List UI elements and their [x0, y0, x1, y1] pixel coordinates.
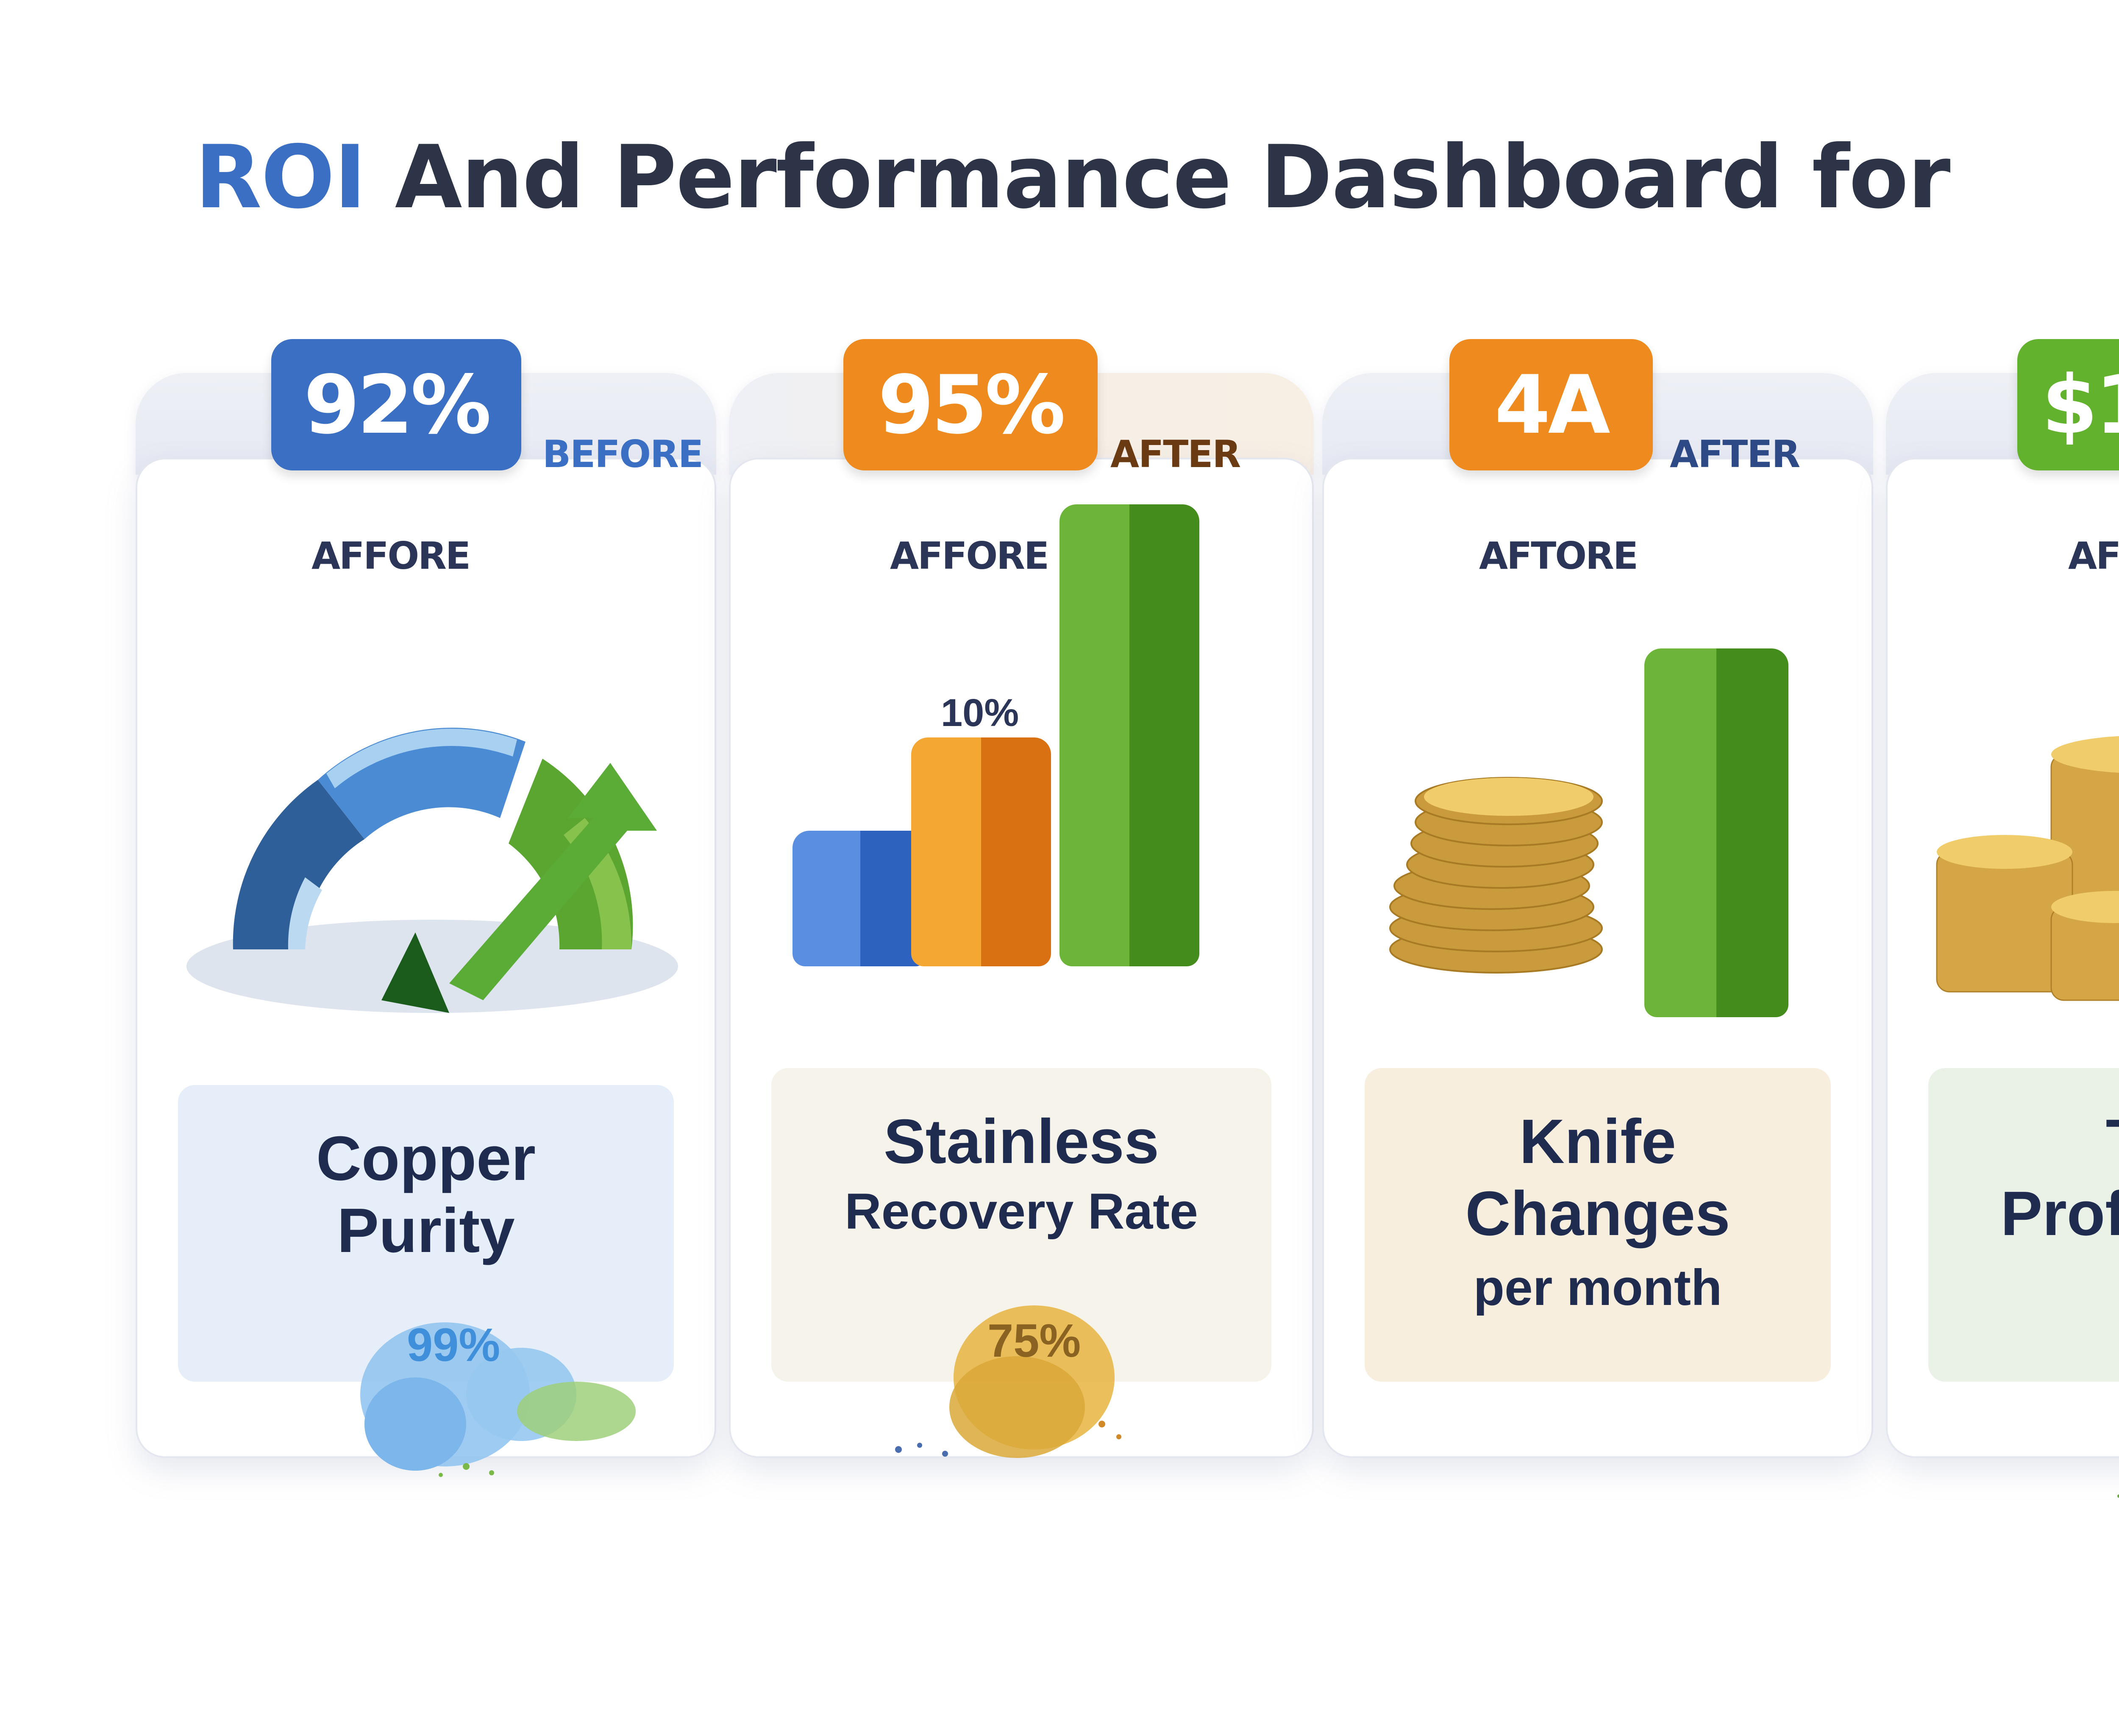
- blob-value: 99%: [407, 1319, 501, 1371]
- kpi-card-total-profit: $120 ASED AFFORE Total Profit pePer $: [1886, 339, 2119, 1498]
- panel-line-2: Recovery Rate: [845, 1183, 1198, 1240]
- gauge-icon: [186, 728, 678, 1013]
- kpi-badge: 95%: [843, 339, 1098, 470]
- kpi-card-stainless-recovery: 95% AFTER AFFORE 10% Stainless Recovery …: [729, 339, 1314, 1458]
- kpi-sub-label: AFFORE: [311, 534, 471, 578]
- kpi-sub-label: AFFORE: [2068, 534, 2119, 578]
- money-bag-icon: [2117, 1494, 2119, 1498]
- kpi-label-panel: Knife Changes per month: [1365, 1068, 1831, 1382]
- panel-line-2: Purity: [337, 1196, 515, 1266]
- kpi-label-panel: Total Profit pePer: [1928, 1068, 2119, 1382]
- bar-green: [1644, 648, 1788, 1017]
- title-rest: And Performance Dashboard for: [395, 127, 1951, 228]
- bar-orange: [911, 737, 1051, 966]
- panel-line-1: Copper: [316, 1124, 536, 1194]
- panel-line-2: Profit pePer: [2000, 1179, 2119, 1249]
- kpi-sub-label: AFFORE: [890, 534, 1049, 578]
- bar-green: [1060, 504, 1199, 966]
- gold-flakes-icon: [895, 1305, 1121, 1458]
- blob-value: 75%: [987, 1315, 1081, 1367]
- kpi-badge: 92%: [271, 339, 521, 470]
- bar-chart-icon: 10%: [780, 504, 1246, 1009]
- kpi-badge: $120: [2017, 339, 2119, 470]
- coin-stack-icon: [1389, 777, 1603, 974]
- panel-line-1: Total: [2106, 1110, 2119, 1173]
- bar-blue: [793, 831, 928, 966]
- kpi-badge-label: AFTER: [1110, 432, 1241, 476]
- bar-value-label: 10%: [941, 691, 1019, 734]
- kpi-card-copper-purity: 92% BEFORE AFFORE Copper Purity 99%: [136, 339, 716, 1477]
- panel-line-1: Knife: [1519, 1107, 1676, 1177]
- panel-line-3: per month: [1473, 1259, 1722, 1316]
- page-title: ROI And Performance Dashboard for: [195, 127, 1951, 228]
- panel-line-2: Changes: [1465, 1179, 1730, 1249]
- kpi-badge: 4A: [1449, 339, 1653, 470]
- kpi-badge-label: AFTER: [1670, 432, 1800, 476]
- coin-stacks-icon: [1936, 736, 2119, 1001]
- kpi-card-knife-changes: 4A AFTER AFTORE Knife Changes per month: [1322, 339, 1873, 1458]
- kpi-sub-label: AFTORE: [1479, 534, 1638, 578]
- panel-line-1: Stainless: [884, 1107, 1159, 1177]
- crystal-blob-icon: [360, 1322, 636, 1477]
- title-accent: ROI: [195, 127, 366, 228]
- kpi-badge-label: BEFORE: [542, 432, 704, 476]
